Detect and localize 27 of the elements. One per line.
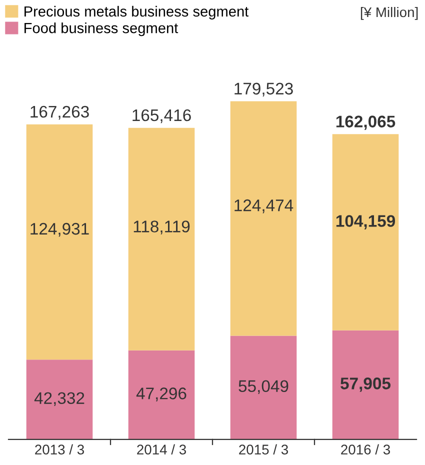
x-tick-label: 2015 / 3 [239,444,288,454]
text: [¥ Million] [360,6,418,20]
bar [128,128,195,350]
data-label: 104,159 [336,215,396,230]
legend-label: Food business segment [24,22,178,36]
data-label: 118,119 [134,220,190,234]
bar [26,360,93,440]
x-tick-label: 2013 / 3 [35,444,84,454]
bar [230,336,297,440]
data-label: 42,332 [34,392,84,406]
data-label: 124,931 [30,222,89,237]
total-label: 179,523 [234,82,293,97]
data-label: 124,474 [234,199,294,214]
data-label: 47,296 [136,388,186,402]
bar [128,350,195,440]
x-tick-label: 2016 / 3 [341,444,390,454]
total-label: 167,263 [30,106,89,120]
total-label: 165,416 [132,109,191,124]
bar [332,330,399,440]
legend-label: Precious metals business segment [24,6,249,20]
data-label: 55,049 [238,380,288,394]
bar [230,101,297,336]
x-tick-label: 2014 / 3 [137,444,186,454]
data-label: 57,905 [340,378,391,392]
total-label: 162,065 [336,116,396,130]
bar [332,134,399,330]
bar [26,124,93,360]
